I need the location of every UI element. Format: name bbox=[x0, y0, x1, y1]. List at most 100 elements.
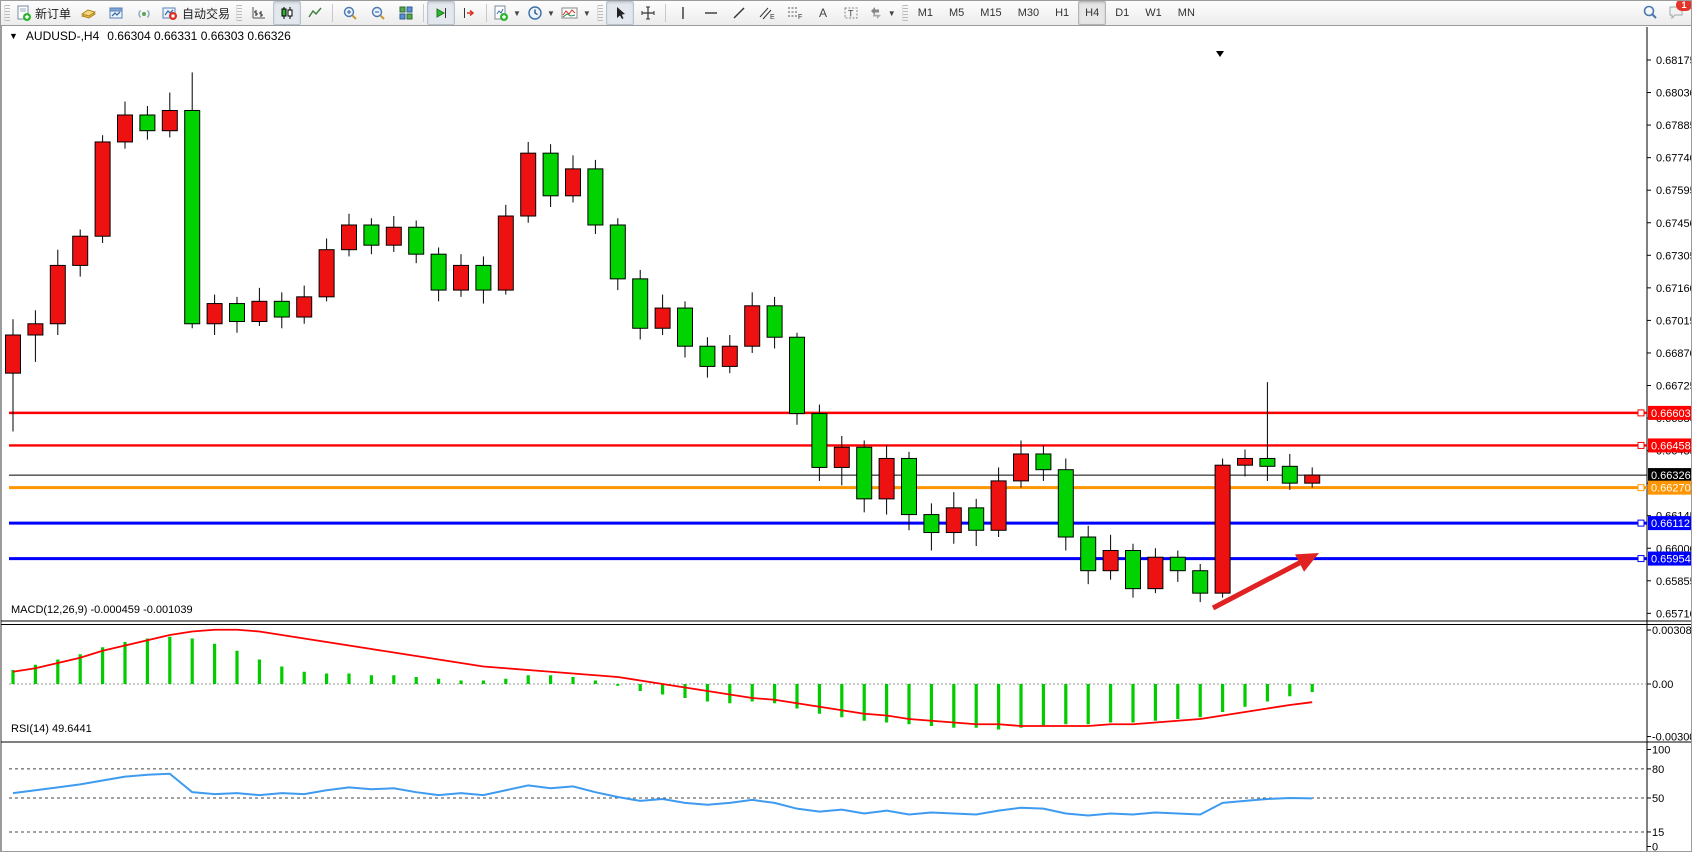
market-watch-button[interactable] bbox=[74, 1, 102, 25]
clock-icon bbox=[527, 5, 543, 21]
new-order-button[interactable]: 新订单 bbox=[13, 1, 74, 25]
svg-text:F: F bbox=[798, 14, 802, 21]
toolbar-grip[interactable] bbox=[901, 5, 908, 21]
text-label-button[interactable]: T bbox=[837, 1, 865, 25]
toolbar-grip[interactable] bbox=[596, 5, 603, 21]
macd-axis-label: 0.00 bbox=[1652, 679, 1673, 691]
y-axis-tick-label: 0.67595 bbox=[1656, 185, 1692, 197]
timeframe-m5[interactable]: M5 bbox=[949, 7, 965, 19]
candle-bearish bbox=[229, 303, 245, 323]
chart-symbol-period: AUDUSD-,H4 bbox=[25, 29, 100, 43]
hline-handle[interactable] bbox=[1637, 409, 1645, 417]
tile-windows-icon bbox=[398, 5, 414, 21]
candle-bearish bbox=[968, 507, 985, 531]
toolbar-separator bbox=[332, 4, 334, 22]
candle-bearish bbox=[901, 457, 917, 516]
timeframe-h1[interactable]: H1 bbox=[1055, 7, 1070, 19]
hline-handle[interactable] bbox=[1637, 441, 1645, 449]
candle-bullish bbox=[1102, 549, 1119, 572]
timeframe-m1[interactable]: M1 bbox=[917, 7, 933, 19]
trend-arrow[interactable] bbox=[1211, 557, 1307, 611]
auto-scroll-button[interactable] bbox=[427, 1, 456, 25]
text-button[interactable]: A bbox=[809, 1, 837, 25]
y-axis-tick-label: 0.66870 bbox=[1656, 348, 1692, 360]
price-tag[interactable] bbox=[1648, 405, 1692, 420]
chart-canvas[interactable]: 0.68175 0.68030 0.67885 0.67740 0.67595 0.674… bbox=[1, 25, 1692, 852]
price-tag-label: 0.66458 bbox=[1651, 440, 1691, 452]
rsi-axis-label: 0 bbox=[1652, 842, 1658, 852]
zoom-out-icon bbox=[370, 5, 387, 21]
chart-dropdown-icon[interactable]: ▼ bbox=[9, 31, 18, 41]
price-tag[interactable] bbox=[1648, 438, 1692, 453]
trendline-button[interactable] bbox=[725, 1, 753, 25]
candle-bullish bbox=[1304, 474, 1321, 484]
tile-windows-button[interactable] bbox=[392, 1, 420, 25]
hline-handle[interactable] bbox=[1637, 519, 1645, 527]
signals-button[interactable] bbox=[130, 1, 158, 25]
text-icon: A bbox=[816, 5, 830, 21]
candle-bearish bbox=[430, 253, 447, 291]
chevron-down-icon: ▼ bbox=[887, 8, 896, 18]
trendline-icon bbox=[731, 5, 747, 21]
periods-button[interactable]: ▼ bbox=[524, 1, 558, 25]
chart-shift-button[interactable] bbox=[455, 1, 483, 25]
candle-bullish bbox=[117, 114, 133, 143]
price-tag[interactable] bbox=[1648, 516, 1692, 531]
toolbar-separator bbox=[664, 4, 666, 22]
zoom-out-button[interactable] bbox=[364, 1, 392, 25]
candle-bearish bbox=[408, 226, 425, 255]
line-chart-button[interactable] bbox=[301, 1, 329, 25]
chevron-down-icon: ▼ bbox=[582, 8, 591, 18]
auto-scroll-icon bbox=[433, 5, 449, 21]
timeframe-w1[interactable]: W1 bbox=[1145, 7, 1162, 19]
crosshair-button[interactable] bbox=[634, 1, 662, 25]
price-tag-label: 0.66270 bbox=[1651, 483, 1691, 495]
toolbar-grip[interactable] bbox=[4, 5, 10, 21]
vertical-line-button[interactable] bbox=[669, 1, 697, 25]
zoom-in-button[interactable] bbox=[336, 1, 364, 25]
indicators-button[interactable]: ▼ bbox=[490, 1, 524, 25]
search-icon[interactable] bbox=[1642, 4, 1658, 23]
timeframe-mn[interactable]: MN bbox=[1177, 7, 1195, 19]
hline-handle[interactable] bbox=[1637, 555, 1645, 563]
candle-bearish bbox=[363, 224, 380, 246]
auto-trading-button[interactable]: 自动交易 bbox=[158, 1, 233, 25]
candle-bullish bbox=[1013, 453, 1029, 482]
main-toolbar: 新订单 自动交易 bbox=[1, 1, 1691, 26]
bar-chart-button[interactable] bbox=[245, 1, 273, 25]
candle-bearish bbox=[587, 168, 604, 226]
timeframe-m15[interactable]: M15 bbox=[980, 7, 1002, 19]
chart-window-button[interactable] bbox=[102, 1, 130, 25]
price-tag[interactable] bbox=[1648, 480, 1692, 495]
timeframe-d1[interactable]: D1 bbox=[1115, 7, 1130, 19]
timeframe-h4[interactable]: H4 bbox=[1078, 1, 1107, 25]
candlestick-chart-button[interactable] bbox=[273, 1, 302, 25]
templates-button[interactable]: ▼ bbox=[558, 1, 594, 25]
fibonacci-button[interactable]: F bbox=[781, 1, 809, 25]
price-tag-label: 0.65954 bbox=[1651, 554, 1691, 566]
candle-bearish bbox=[923, 514, 940, 534]
y-axis-tick-label: 0.67015 bbox=[1656, 315, 1692, 327]
candle-bearish bbox=[184, 110, 201, 325]
indicators-icon bbox=[493, 5, 509, 21]
auto-trading-icon bbox=[161, 5, 179, 21]
price-tag-label: 0.66112 bbox=[1651, 518, 1690, 530]
hline-handle[interactable] bbox=[1637, 484, 1645, 492]
rsi-axis-label: 100 bbox=[1652, 745, 1670, 757]
candle-bullish bbox=[453, 264, 469, 291]
cursor-button[interactable] bbox=[605, 1, 634, 25]
notifications-button[interactable]: 1 bbox=[1668, 1, 1691, 23]
price-tag[interactable] bbox=[1648, 551, 1692, 566]
candle-bullish bbox=[945, 507, 962, 534]
timeframe-m30[interactable]: M30 bbox=[1017, 7, 1040, 19]
y-axis-tick-label: 0.67160 bbox=[1656, 283, 1692, 295]
price-tag-label: 0.66603 bbox=[1651, 408, 1691, 420]
arrows-button[interactable]: ▼ bbox=[865, 1, 899, 25]
candle-bearish bbox=[699, 345, 716, 367]
toolbar-grip[interactable] bbox=[236, 5, 243, 21]
bar-chart-icon bbox=[251, 5, 267, 21]
horizontal-line-button[interactable] bbox=[697, 1, 725, 25]
candle-bearish bbox=[542, 152, 559, 197]
price-tag[interactable] bbox=[1648, 468, 1692, 483]
equidistant-channel-button[interactable]: E bbox=[753, 1, 781, 25]
